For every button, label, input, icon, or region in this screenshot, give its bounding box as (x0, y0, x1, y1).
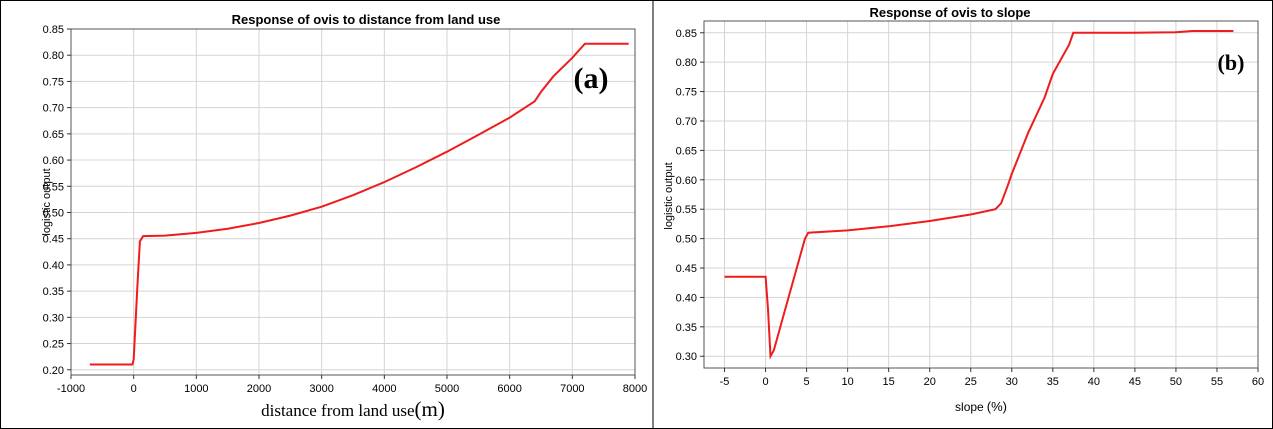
chart-b-xlabel: slope (%) (955, 399, 1007, 414)
chart-b-x-tick-label: 10 (842, 376, 854, 388)
chart-b-title: Response of ovis to slope (869, 5, 1030, 20)
chart-b-x-tick-label: 0 (762, 376, 768, 388)
chart-a-y-tick-label: 0.65 (43, 129, 64, 141)
chart-a-y-tick-label: 0.55 (43, 181, 64, 193)
chart-b-ylabel: logistic output (663, 162, 675, 229)
chart-panel-b: Response of ovis to slope -5 0 5 10 15 20 25 30… (663, 5, 1264, 414)
chart-a-x-tick-label: 8000 (623, 383, 647, 395)
chart-a-y-tick-label: 0.70 (43, 103, 64, 115)
chart-b-y-tick-label: 0.75 (676, 87, 697, 99)
chart-a-ylabel: logistic output (41, 168, 53, 235)
chart-a-y-tick-label: 0.85 (43, 24, 64, 36)
chart-b-y-tick-label: 0.80 (676, 57, 697, 69)
chart-a-x-tick-label: -1000 (57, 383, 85, 395)
chart-a-x-tick-label: 0 (131, 383, 137, 395)
chart-b-xlabel-unit: (%) (987, 399, 1007, 414)
chart-a-title: Response of ovis to distance from land u… (232, 12, 501, 27)
chart-a-series-line (89, 42, 629, 366)
chart-b-y-tick-label: 0.65 (676, 145, 697, 157)
chart-b-x-tick-label: 40 (1088, 376, 1100, 388)
chart-a-x-tick-label: 5000 (435, 383, 459, 395)
chart-a-plot-area (70, 28, 636, 376)
chart-b-y-tick-label: 0.55 (676, 204, 697, 216)
chart-b-x-tick-label: 30 (1006, 376, 1018, 388)
chart-b-x-tick-label: 60 (1252, 376, 1264, 388)
chart-a-y-tick-label: 0.20 (43, 365, 64, 377)
chart-a-x-tick-label: 6000 (497, 383, 521, 395)
chart-b-plot-area (703, 20, 1259, 369)
chart-a-xlabel: distance from land use(m) (261, 397, 445, 421)
chart-b-xlabel-main: slope (955, 400, 984, 414)
chart-b-x-tick-label: 50 (1170, 376, 1182, 388)
chart-b-ticks: -5 0 5 10 15 20 25 30 35 40 45 50 55 60 0.30 0.35 0.40 0.… (676, 28, 1265, 388)
chart-b-x-tick-label: 15 (883, 376, 895, 388)
chart-b-y-tick-label: 0.35 (676, 322, 697, 334)
chart-a-x-tick-label: 7000 (560, 383, 584, 395)
chart-b-y-tick-label: 0.50 (676, 234, 697, 246)
chart-b-x-tick-label: 55 (1211, 376, 1223, 388)
chart-a-x-tick-label: 2000 (247, 383, 271, 395)
chart-a-y-tick-label: 0.25 (43, 339, 64, 351)
chart-b-y-tick-label: 0.70 (676, 116, 697, 128)
chart-a-y-tick-label: 0.35 (43, 286, 64, 298)
chart-a-y-tick-label: 0.75 (43, 76, 64, 88)
chart-a-y-tick-label: 0.30 (43, 312, 64, 324)
chart-a-x-tick-label: 1000 (184, 383, 208, 395)
chart-b-series-line (724, 30, 1234, 360)
chart-b-x-tick-label: 25 (965, 376, 977, 388)
chart-b-x-tick-label: 5 (804, 376, 810, 388)
chart-a-y-tick-label: 0.45 (43, 234, 64, 246)
chart-a-y-tick-label: 0.50 (43, 207, 64, 219)
chart-b-y-tick-label: 0.30 (676, 351, 697, 363)
chart-a-xlabel-main: distance from land use (261, 401, 414, 420)
chart-b-x-tick-label: -5 (720, 376, 730, 388)
chart-panel-a: Response of ovis to distance from land u… (41, 12, 647, 421)
chart-b-panel-label: (b) (1218, 50, 1245, 75)
chart-b-y-tick-label: 0.40 (676, 292, 697, 304)
chart-a-panel-label: (a) (574, 62, 609, 95)
chart-b-x-tick-label: 20 (924, 376, 936, 388)
chart-b-grid (704, 21, 1259, 368)
chart-b-y-tick-label: 0.60 (676, 175, 697, 187)
chart-a-x-tick-label: 3000 (309, 383, 333, 395)
chart-a-xlabel-unit: (m) (415, 397, 445, 421)
chart-a-x-tick-label: 4000 (372, 383, 396, 395)
chart-b-x-tick-label: 35 (1047, 376, 1059, 388)
chart-b-y-tick-label: 0.45 (676, 263, 697, 275)
chart-a-y-tick-label: 0.40 (43, 260, 64, 272)
chart-a-y-tick-label: 0.60 (43, 155, 64, 167)
chart-b-x-tick-label: 45 (1129, 376, 1141, 388)
chart-a-ticks: -1000 0 1000 2000 3000 4000 5000 6000 7000 8000 0.… (43, 24, 648, 395)
chart-b-y-tick-label: 0.85 (676, 28, 697, 40)
chart-a-y-tick-label: 0.80 (43, 50, 64, 62)
